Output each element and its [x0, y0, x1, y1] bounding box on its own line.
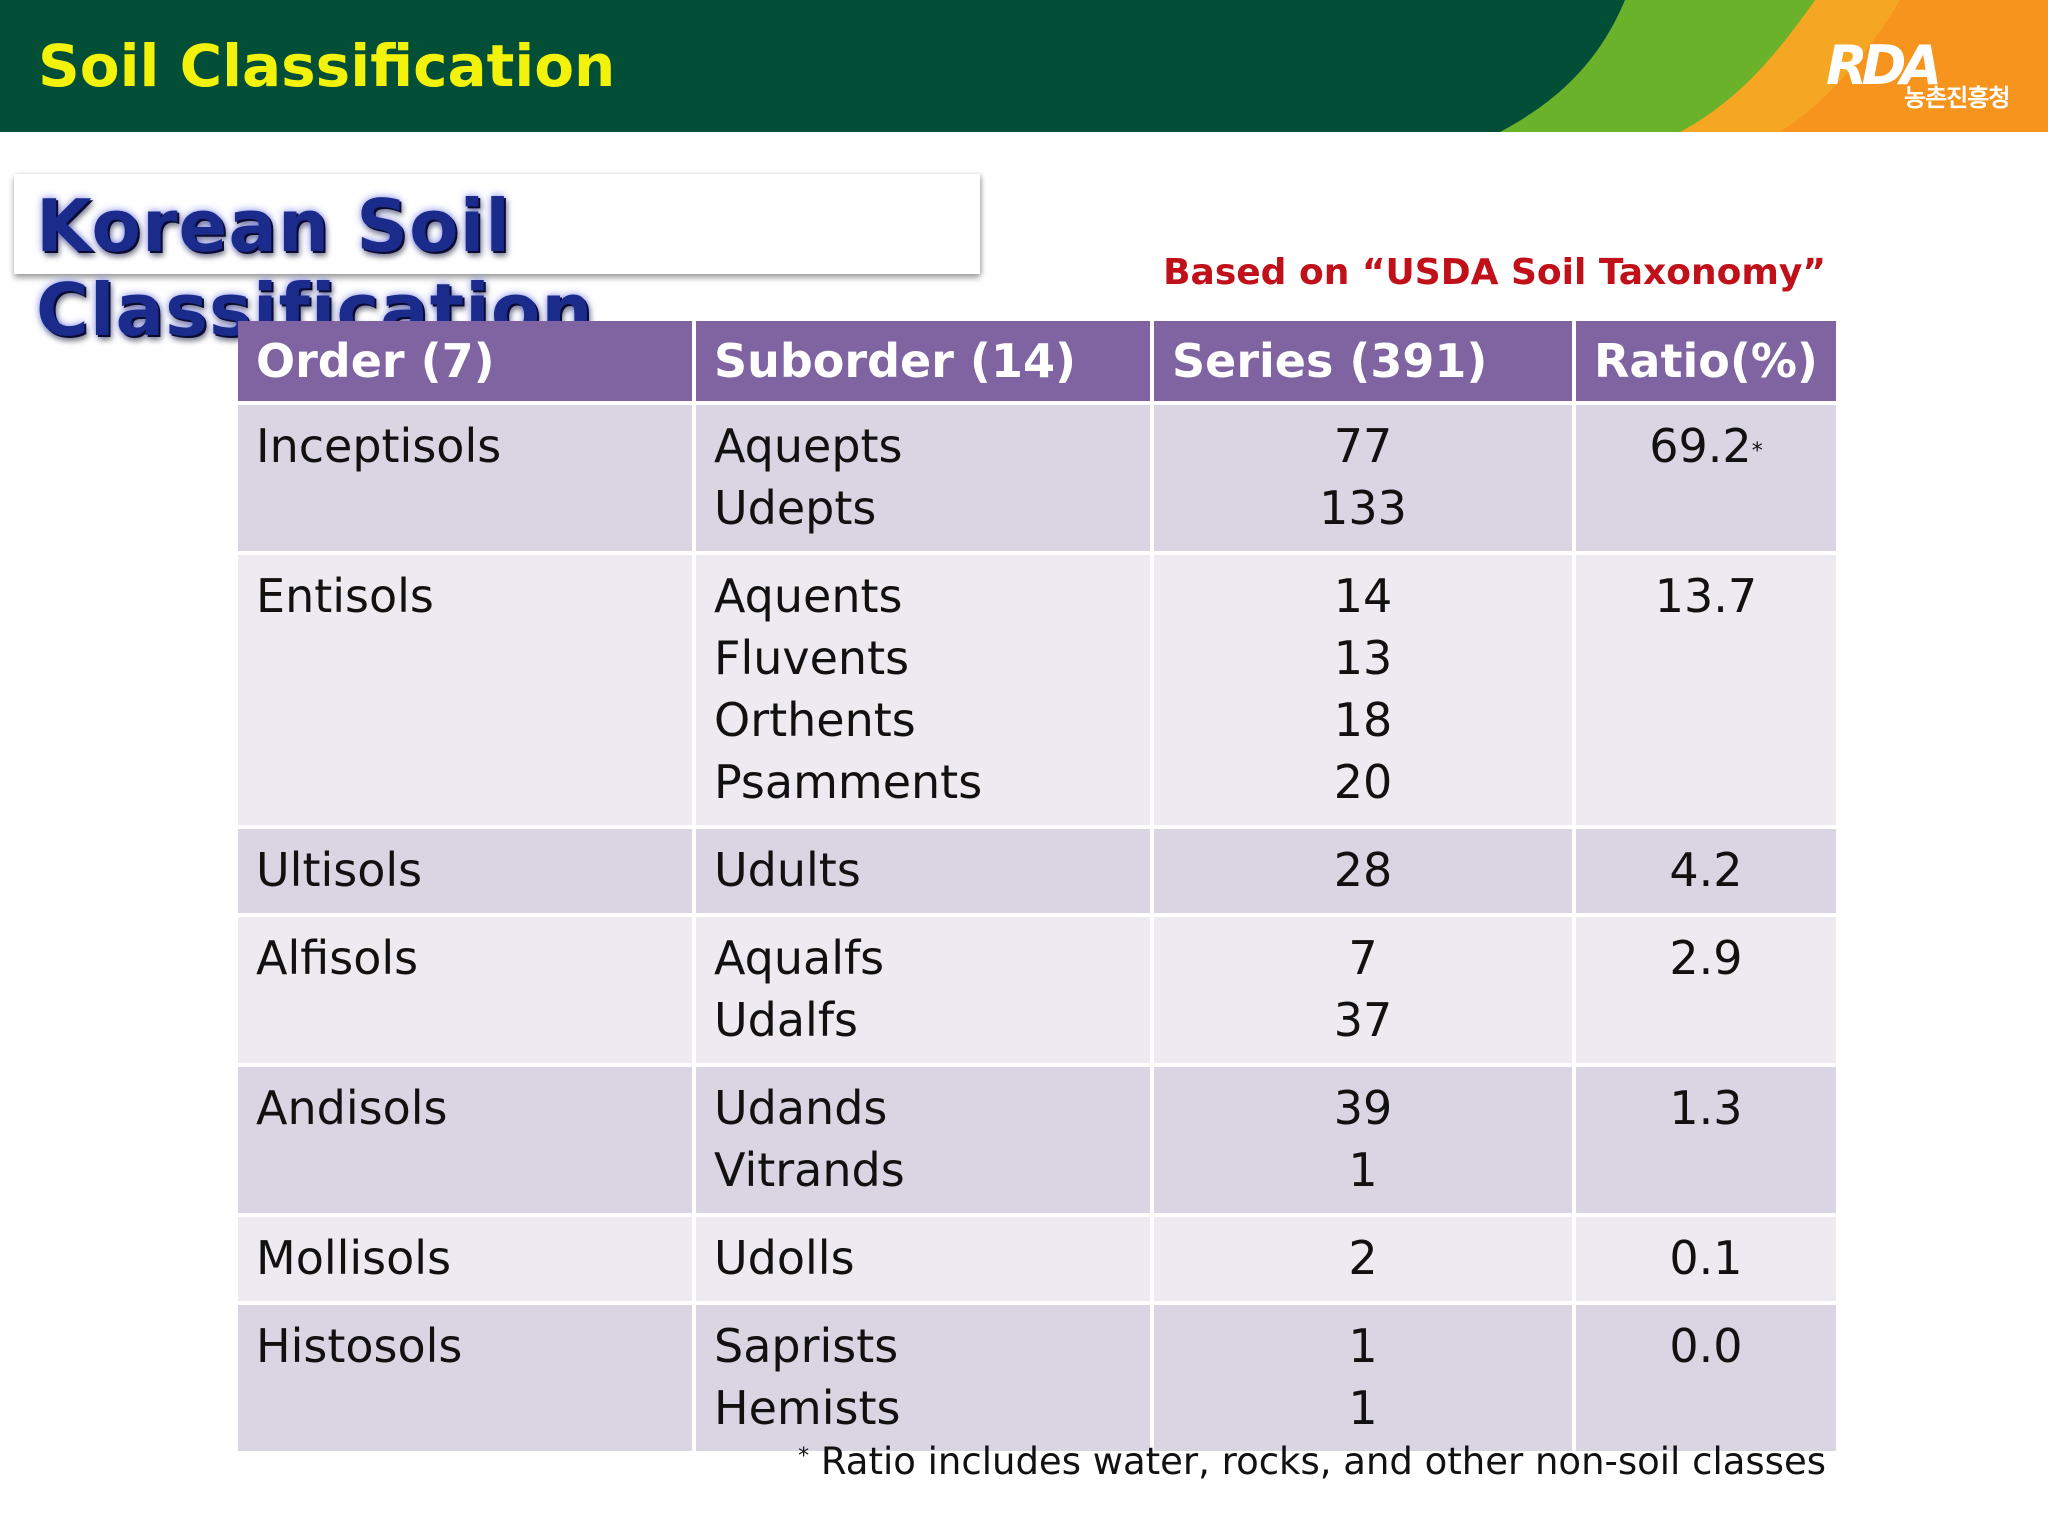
series-count: 20	[1333, 755, 1393, 809]
footnote-mark: *	[798, 1444, 810, 1469]
logo-text: RDA	[1826, 34, 1942, 97]
table-row: Alfisols Aqualfs Udalfs 7 37 2.9	[238, 917, 1836, 1063]
series-count: 37	[1333, 993, 1393, 1047]
header-background	[0, 0, 2048, 132]
logo-subtext: 농촌진흥청	[1904, 84, 2010, 112]
rda-logo: RDA 농촌진흥청	[1826, 34, 2026, 112]
slide-title: Soil Classification	[38, 32, 616, 100]
cell-order: Histosols	[238, 1305, 692, 1451]
series-count: 1	[1348, 1319, 1378, 1373]
table-row: Inceptisols Aquepts Udepts 77 133 69.2*	[238, 405, 1836, 551]
cell-ratio: 13.7	[1576, 555, 1836, 825]
cell-suborder: Udults	[696, 829, 1150, 913]
table-row: Mollisols Udolls 2 0.1	[238, 1217, 1836, 1301]
table-row: Ultisols Udults 28 4.2	[238, 829, 1836, 913]
subtitle-banner: Korean Soil Classification	[14, 174, 980, 352]
series-count: 1	[1348, 1381, 1378, 1435]
cell-order: Alfisols	[238, 917, 692, 1063]
suborder-name: Aquents	[714, 569, 903, 623]
cell-order: Ultisols	[238, 829, 692, 913]
header-bar: Soil Classification RDA 농촌진흥청	[0, 0, 2048, 132]
cell-suborder: Aquents Fluvents Orthents Psamments	[696, 555, 1150, 825]
suborder-name: Udolls	[714, 1231, 855, 1285]
series-count: 2	[1348, 1231, 1378, 1285]
basis-note: Based on “USDA Soil Taxonomy”	[1163, 252, 1826, 293]
table-row: Entisols Aquents Fluvents Orthents Psamments…	[238, 555, 1836, 825]
suborder-name: Vitrands	[714, 1143, 905, 1197]
suborder-name: Hemists	[714, 1381, 901, 1435]
cell-ratio: 4.2	[1576, 829, 1836, 913]
cell-order: Inceptisols	[238, 405, 692, 551]
header-series: Series (391)	[1154, 321, 1572, 401]
cell-suborder: Aquepts Udepts	[696, 405, 1150, 551]
suborder-name: Saprists	[714, 1319, 899, 1373]
cell-suborder: Udands Vitrands	[696, 1067, 1150, 1213]
cell-ratio: 69.2*	[1576, 405, 1836, 551]
cell-ratio: 0.0	[1576, 1305, 1836, 1451]
series-count: 1	[1348, 1143, 1378, 1197]
cell-ratio: 2.9	[1576, 917, 1836, 1063]
header-order: Order (7)	[238, 321, 692, 401]
cell-suborder: Saprists Hemists	[696, 1305, 1150, 1451]
table-row: Andisols Udands Vitrands 39 1 1.3	[238, 1067, 1836, 1213]
cell-series: 14 13 18 20	[1154, 555, 1572, 825]
cell-series: 7 37	[1154, 917, 1572, 1063]
cell-series: 77 133	[1154, 405, 1572, 551]
suborder-name: Udands	[714, 1081, 888, 1135]
cell-ratio: 1.3	[1576, 1067, 1836, 1213]
suborder-name: Psamments	[714, 755, 983, 809]
suborder-name: Udults	[714, 843, 861, 897]
suborder-name: Aquepts	[714, 419, 903, 473]
series-count: 14	[1333, 569, 1393, 623]
suborder-name: Aqualfs	[714, 931, 885, 985]
cell-ratio: 0.1	[1576, 1217, 1836, 1301]
ratio-value: 2.9	[1669, 931, 1743, 985]
suborder-name: Udalfs	[714, 993, 858, 1047]
header-ratio: Ratio(%)	[1576, 321, 1836, 401]
soil-classification-table: Order (7) Suborder (14) Series (391) Rat…	[234, 317, 1840, 1455]
ratio-value: 13.7	[1654, 569, 1758, 623]
cell-suborder: Udolls	[696, 1217, 1150, 1301]
suborder-name: Fluvents	[714, 631, 910, 685]
cell-series: 28	[1154, 829, 1572, 913]
cell-series: 39 1	[1154, 1067, 1572, 1213]
cell-series: 2	[1154, 1217, 1572, 1301]
header-suborder: Suborder (14)	[696, 321, 1150, 401]
table-body: Inceptisols Aquepts Udepts 77 133 69.2* Entiso…	[238, 405, 1836, 1451]
series-count: 13	[1333, 631, 1393, 685]
cell-order: Entisols	[238, 555, 692, 825]
series-count: 133	[1319, 481, 1407, 535]
ratio-value: 69.2	[1649, 419, 1752, 473]
cell-order: Andisols	[238, 1067, 692, 1213]
footnote: * Ratio includes water, rocks, and other…	[798, 1440, 1826, 1483]
ratio-value: 1.3	[1669, 1081, 1743, 1135]
cell-suborder: Aqualfs Udalfs	[696, 917, 1150, 1063]
series-count: 28	[1333, 843, 1393, 897]
ratio-value: 0.0	[1669, 1319, 1743, 1373]
footnote-text: Ratio includes water, rocks, and other n…	[809, 1440, 1826, 1483]
cell-order: Mollisols	[238, 1217, 692, 1301]
suborder-name: Udepts	[714, 481, 877, 535]
series-count: 18	[1333, 693, 1393, 747]
table-row: Histosols Saprists Hemists 1 1 0.0	[238, 1305, 1836, 1451]
suborder-name: Orthents	[714, 693, 916, 747]
series-count: 77	[1333, 419, 1393, 473]
table-header-row: Order (7) Suborder (14) Series (391) Rat…	[238, 321, 1836, 401]
ratio-value: 0.1	[1669, 1231, 1743, 1285]
series-count: 39	[1333, 1081, 1393, 1135]
ratio-footnote-mark: *	[1751, 439, 1763, 464]
series-count: 7	[1348, 931, 1378, 985]
ratio-value: 4.2	[1669, 843, 1743, 897]
